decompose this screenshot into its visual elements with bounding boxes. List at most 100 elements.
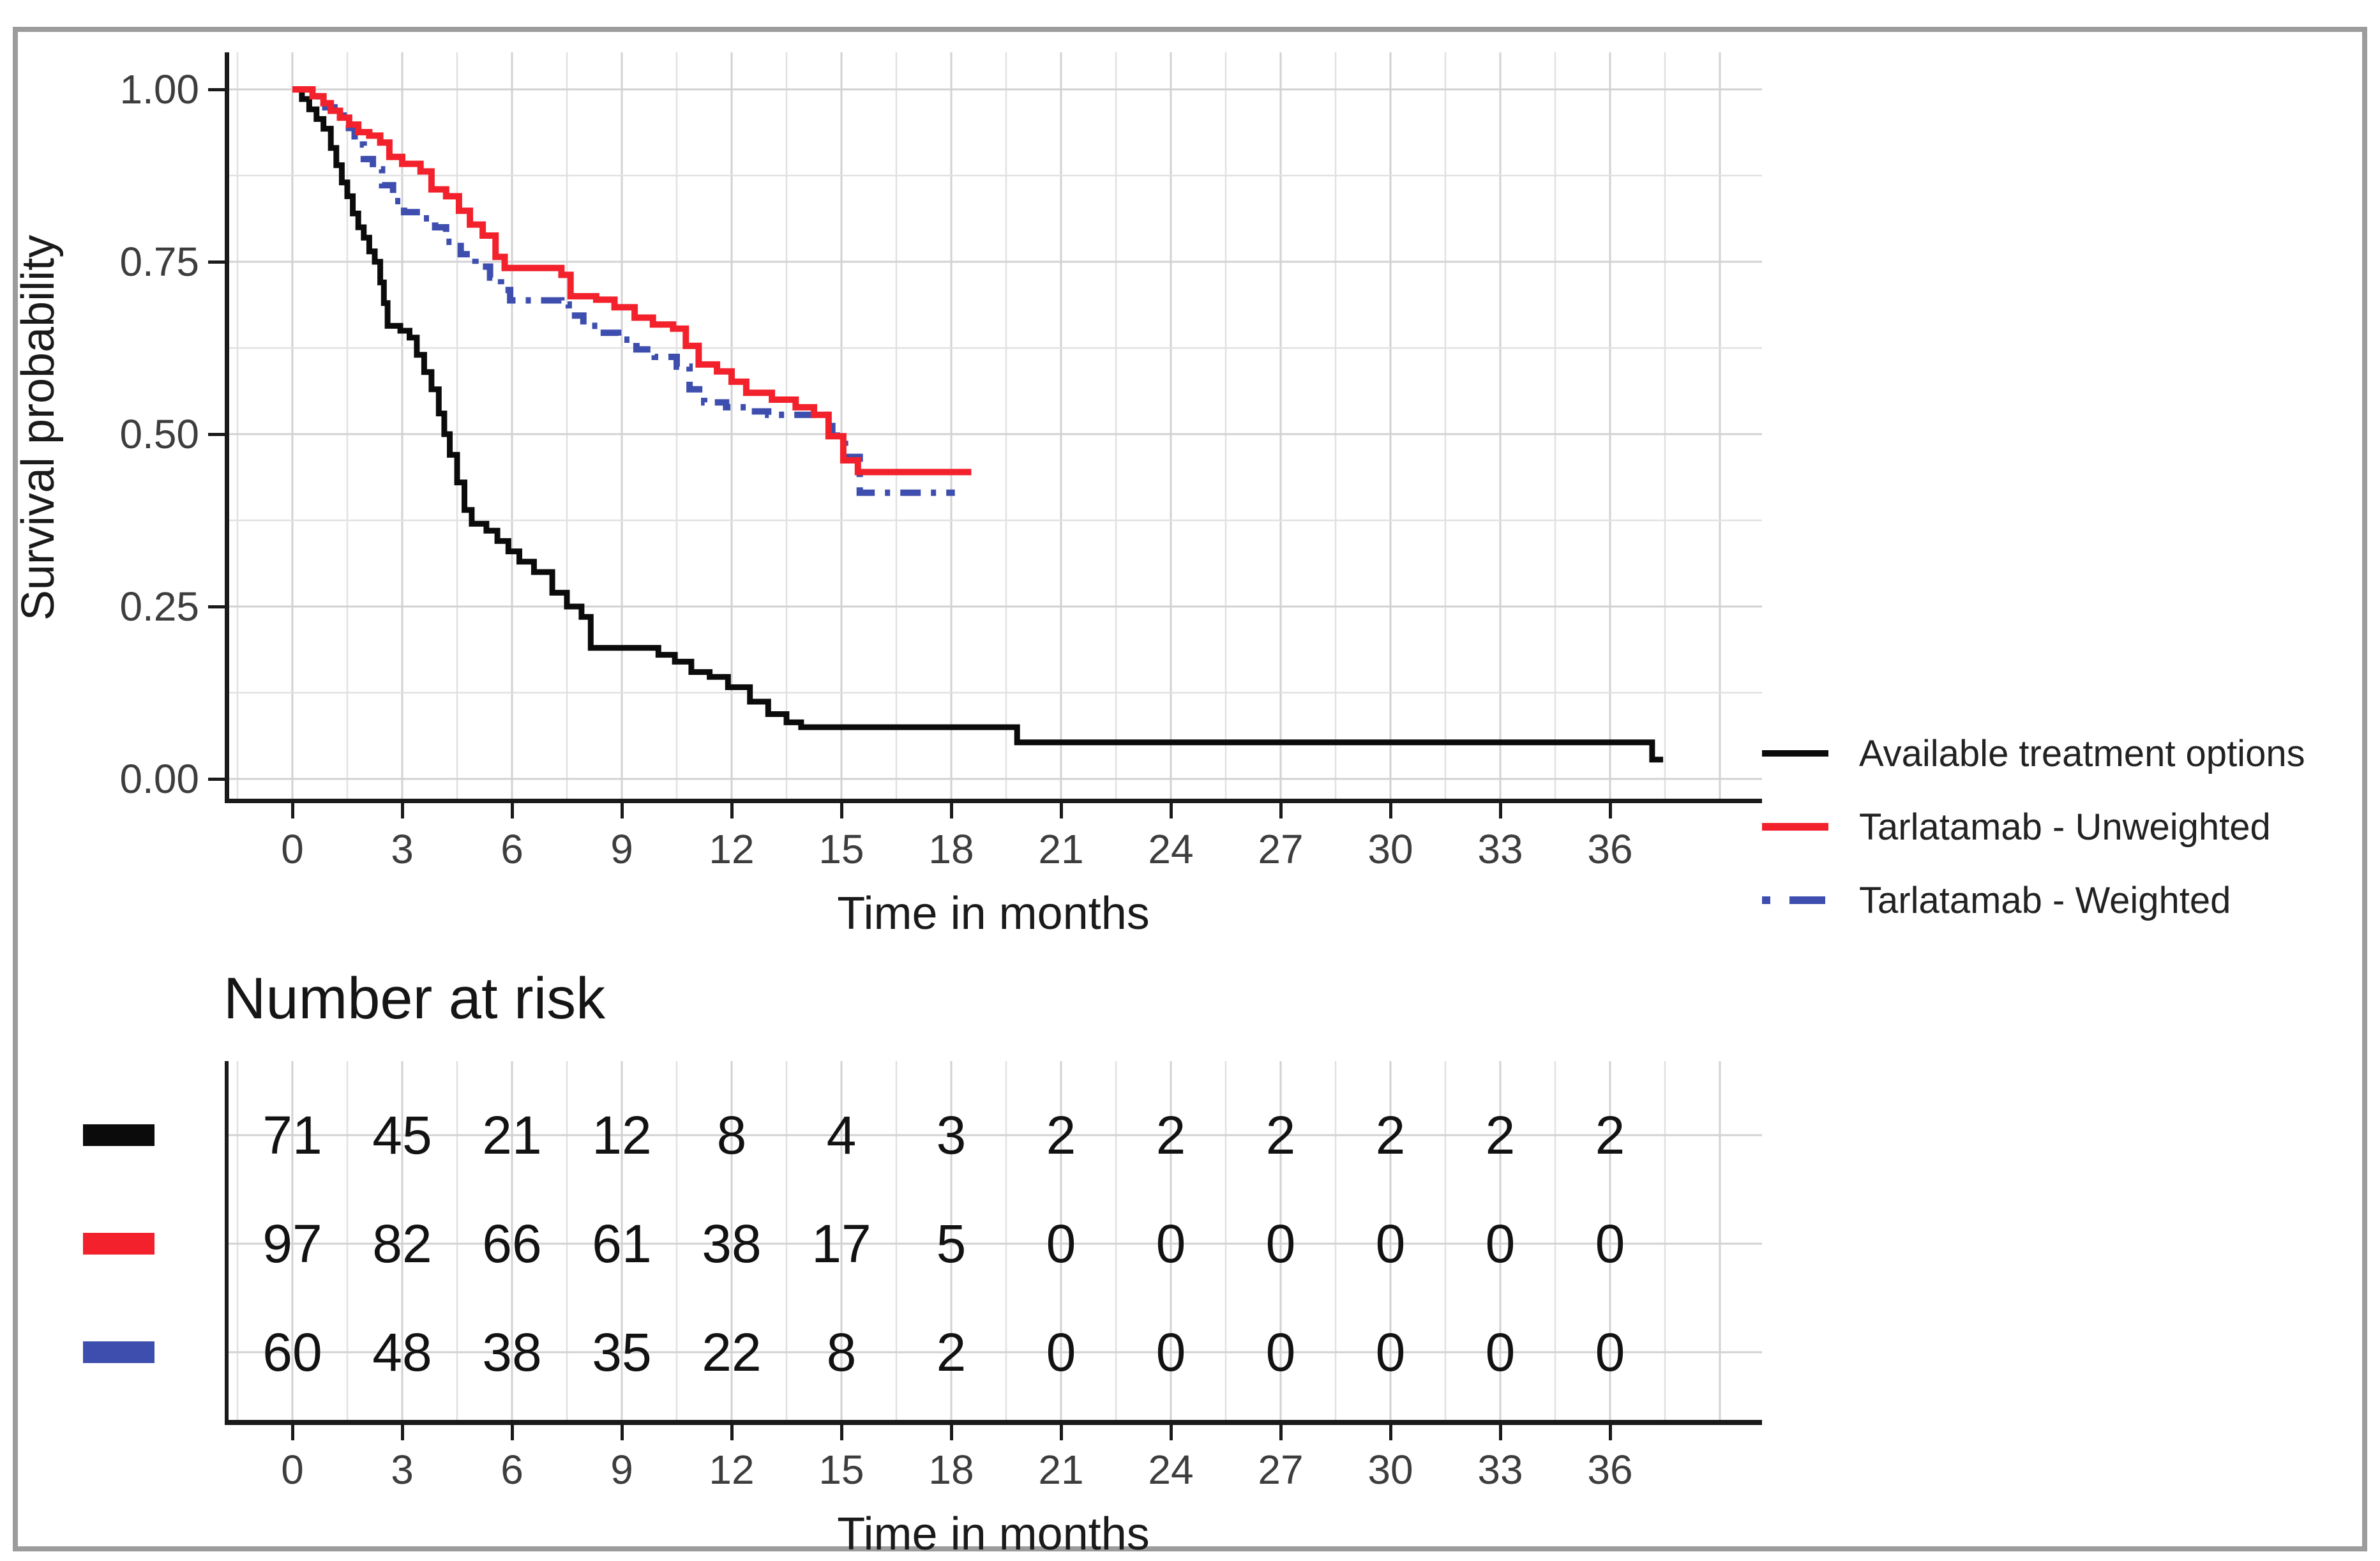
risk-table-tick-label: 33 bbox=[1477, 1447, 1523, 1493]
risk-table-tick-mark bbox=[730, 1425, 734, 1440]
risk-table-canvas bbox=[225, 1061, 1762, 1425]
risk-value: 2 bbox=[1375, 1105, 1406, 1165]
risk-value: 8 bbox=[716, 1105, 747, 1165]
risk-value: 3 bbox=[936, 1105, 967, 1165]
risk-table-tick-label: 3 bbox=[391, 1447, 414, 1493]
km-plot-canvas bbox=[225, 52, 1762, 803]
risk-value: 2 bbox=[1595, 1105, 1625, 1165]
risk-table-tick-mark bbox=[1389, 1425, 1392, 1440]
risk-value: 5 bbox=[936, 1214, 967, 1274]
risk-table-panel bbox=[225, 1061, 1762, 1425]
risk-value: 22 bbox=[702, 1322, 762, 1382]
km-curve-tarlatamab-unweighted bbox=[292, 86, 972, 476]
risk-value: 0 bbox=[1595, 1322, 1625, 1382]
risk-value: 0 bbox=[1265, 1322, 1296, 1382]
risk-value: 0 bbox=[1265, 1214, 1296, 1274]
risk-value: 38 bbox=[482, 1322, 542, 1382]
legend-item-label: Tarlatamab - Weighted bbox=[1859, 879, 2231, 921]
risk-table-tick-mark bbox=[1059, 1425, 1063, 1440]
legend-item-available-treatment-options: Available treatment options bbox=[1762, 728, 2305, 779]
risk-table-tick-mark bbox=[1279, 1425, 1283, 1440]
km-curve-tarlatamab-weighted bbox=[292, 86, 955, 496]
x-tick-mark bbox=[1498, 803, 1502, 818]
risk-table-tick-label: 27 bbox=[1258, 1447, 1304, 1493]
risk-value: 0 bbox=[1485, 1214, 1516, 1274]
y-tick-label: 0.00 bbox=[119, 756, 199, 802]
x-tick-label: 21 bbox=[1038, 826, 1084, 872]
x-tick-label: 12 bbox=[709, 826, 755, 872]
legend-key-stroke bbox=[1762, 750, 1828, 757]
x-tick-mark bbox=[1608, 803, 1612, 818]
y-tick-mark bbox=[208, 778, 225, 781]
y-tick-label: 0.75 bbox=[119, 239, 199, 285]
risk-value: 82 bbox=[372, 1214, 432, 1274]
x-tick-label: 15 bbox=[818, 826, 864, 872]
risk-table-tick-label: 21 bbox=[1038, 1447, 1084, 1493]
risk-value: 2 bbox=[1265, 1105, 1296, 1165]
y-tick-mark bbox=[208, 260, 225, 264]
risk-table-tick-mark bbox=[291, 1425, 294, 1440]
risk-value: 48 bbox=[372, 1322, 432, 1382]
risk-value: 21 bbox=[482, 1105, 542, 1165]
x-tick-label: 33 bbox=[1477, 826, 1523, 872]
y-tick-label: 1.00 bbox=[119, 66, 199, 112]
risk-table-tick-mark bbox=[1608, 1425, 1612, 1440]
y-tick-label: 0.50 bbox=[119, 411, 199, 457]
risk-value: 8 bbox=[826, 1322, 857, 1382]
risk-row-swatch-tarlatamab-weighted bbox=[83, 1341, 154, 1363]
risk-table-tick-label: 9 bbox=[610, 1447, 633, 1493]
risk-table-tick-label: 24 bbox=[1148, 1447, 1194, 1493]
risk-table-title: Number at risk bbox=[223, 966, 606, 1031]
x-tick-label: 18 bbox=[928, 826, 974, 872]
figure-border bbox=[13, 27, 2367, 1551]
risk-value: 61 bbox=[592, 1214, 652, 1274]
risk-value: 35 bbox=[592, 1322, 652, 1382]
x-tick-mark bbox=[400, 803, 404, 818]
x-tick-mark bbox=[840, 803, 843, 818]
risk-value: 38 bbox=[702, 1214, 762, 1274]
risk-value: 66 bbox=[482, 1214, 542, 1274]
x-tick-mark bbox=[510, 803, 514, 818]
risk-value: 0 bbox=[1156, 1322, 1186, 1382]
x-tick-label: 27 bbox=[1258, 826, 1304, 872]
x-tick-label: 9 bbox=[610, 826, 633, 872]
risk-value: 45 bbox=[372, 1105, 432, 1165]
y-tick-label: 0.25 bbox=[119, 584, 199, 630]
legend-key-line bbox=[1762, 728, 1830, 779]
x-tick-label: 3 bbox=[391, 826, 414, 872]
legend-item-label: Tarlatamab - Unweighted bbox=[1859, 806, 2271, 848]
risk-table-tick-mark bbox=[1169, 1425, 1173, 1440]
risk-value: 2 bbox=[1156, 1105, 1186, 1165]
km-plot-panel bbox=[225, 52, 1762, 803]
risk-table-tick-label: 15 bbox=[818, 1447, 864, 1493]
risk-value: 97 bbox=[262, 1214, 322, 1274]
risk-value: 0 bbox=[1156, 1214, 1186, 1274]
legend-item-tarlatamab-unweighted: Tarlatamab - Unweighted bbox=[1762, 801, 2271, 852]
legend-key-dash bbox=[1789, 896, 1825, 904]
risk-value: 2 bbox=[936, 1322, 967, 1382]
risk-value: 4 bbox=[826, 1105, 857, 1165]
legend-item-label: Available treatment options bbox=[1859, 732, 2305, 774]
km-curve-available-treatment-options bbox=[292, 86, 1664, 763]
risk-table-tick-label: 18 bbox=[928, 1447, 974, 1493]
risk-value: 60 bbox=[262, 1322, 322, 1382]
risk-table-tick-mark bbox=[1498, 1425, 1502, 1440]
risk-table-x-axis-title: Time in months bbox=[837, 1509, 1150, 1560]
x-tick-label: 6 bbox=[501, 826, 523, 872]
x-tick-mark bbox=[949, 803, 953, 818]
x-tick-mark bbox=[1169, 803, 1173, 818]
x-tick-label: 30 bbox=[1367, 826, 1413, 872]
risk-value: 2 bbox=[1046, 1105, 1076, 1165]
risk-table-tick-mark bbox=[840, 1425, 843, 1440]
y-tick-mark bbox=[208, 433, 225, 436]
risk-table-tick-label: 12 bbox=[709, 1447, 755, 1493]
x-tick-mark bbox=[291, 803, 294, 818]
risk-table-tick-mark bbox=[400, 1425, 404, 1440]
risk-value: 17 bbox=[811, 1214, 871, 1274]
risk-value: 2 bbox=[1485, 1105, 1516, 1165]
x-tick-label: 24 bbox=[1148, 826, 1194, 872]
risk-value: 0 bbox=[1046, 1214, 1076, 1274]
x-tick-mark bbox=[730, 803, 734, 818]
risk-table-tick-mark bbox=[510, 1425, 514, 1440]
